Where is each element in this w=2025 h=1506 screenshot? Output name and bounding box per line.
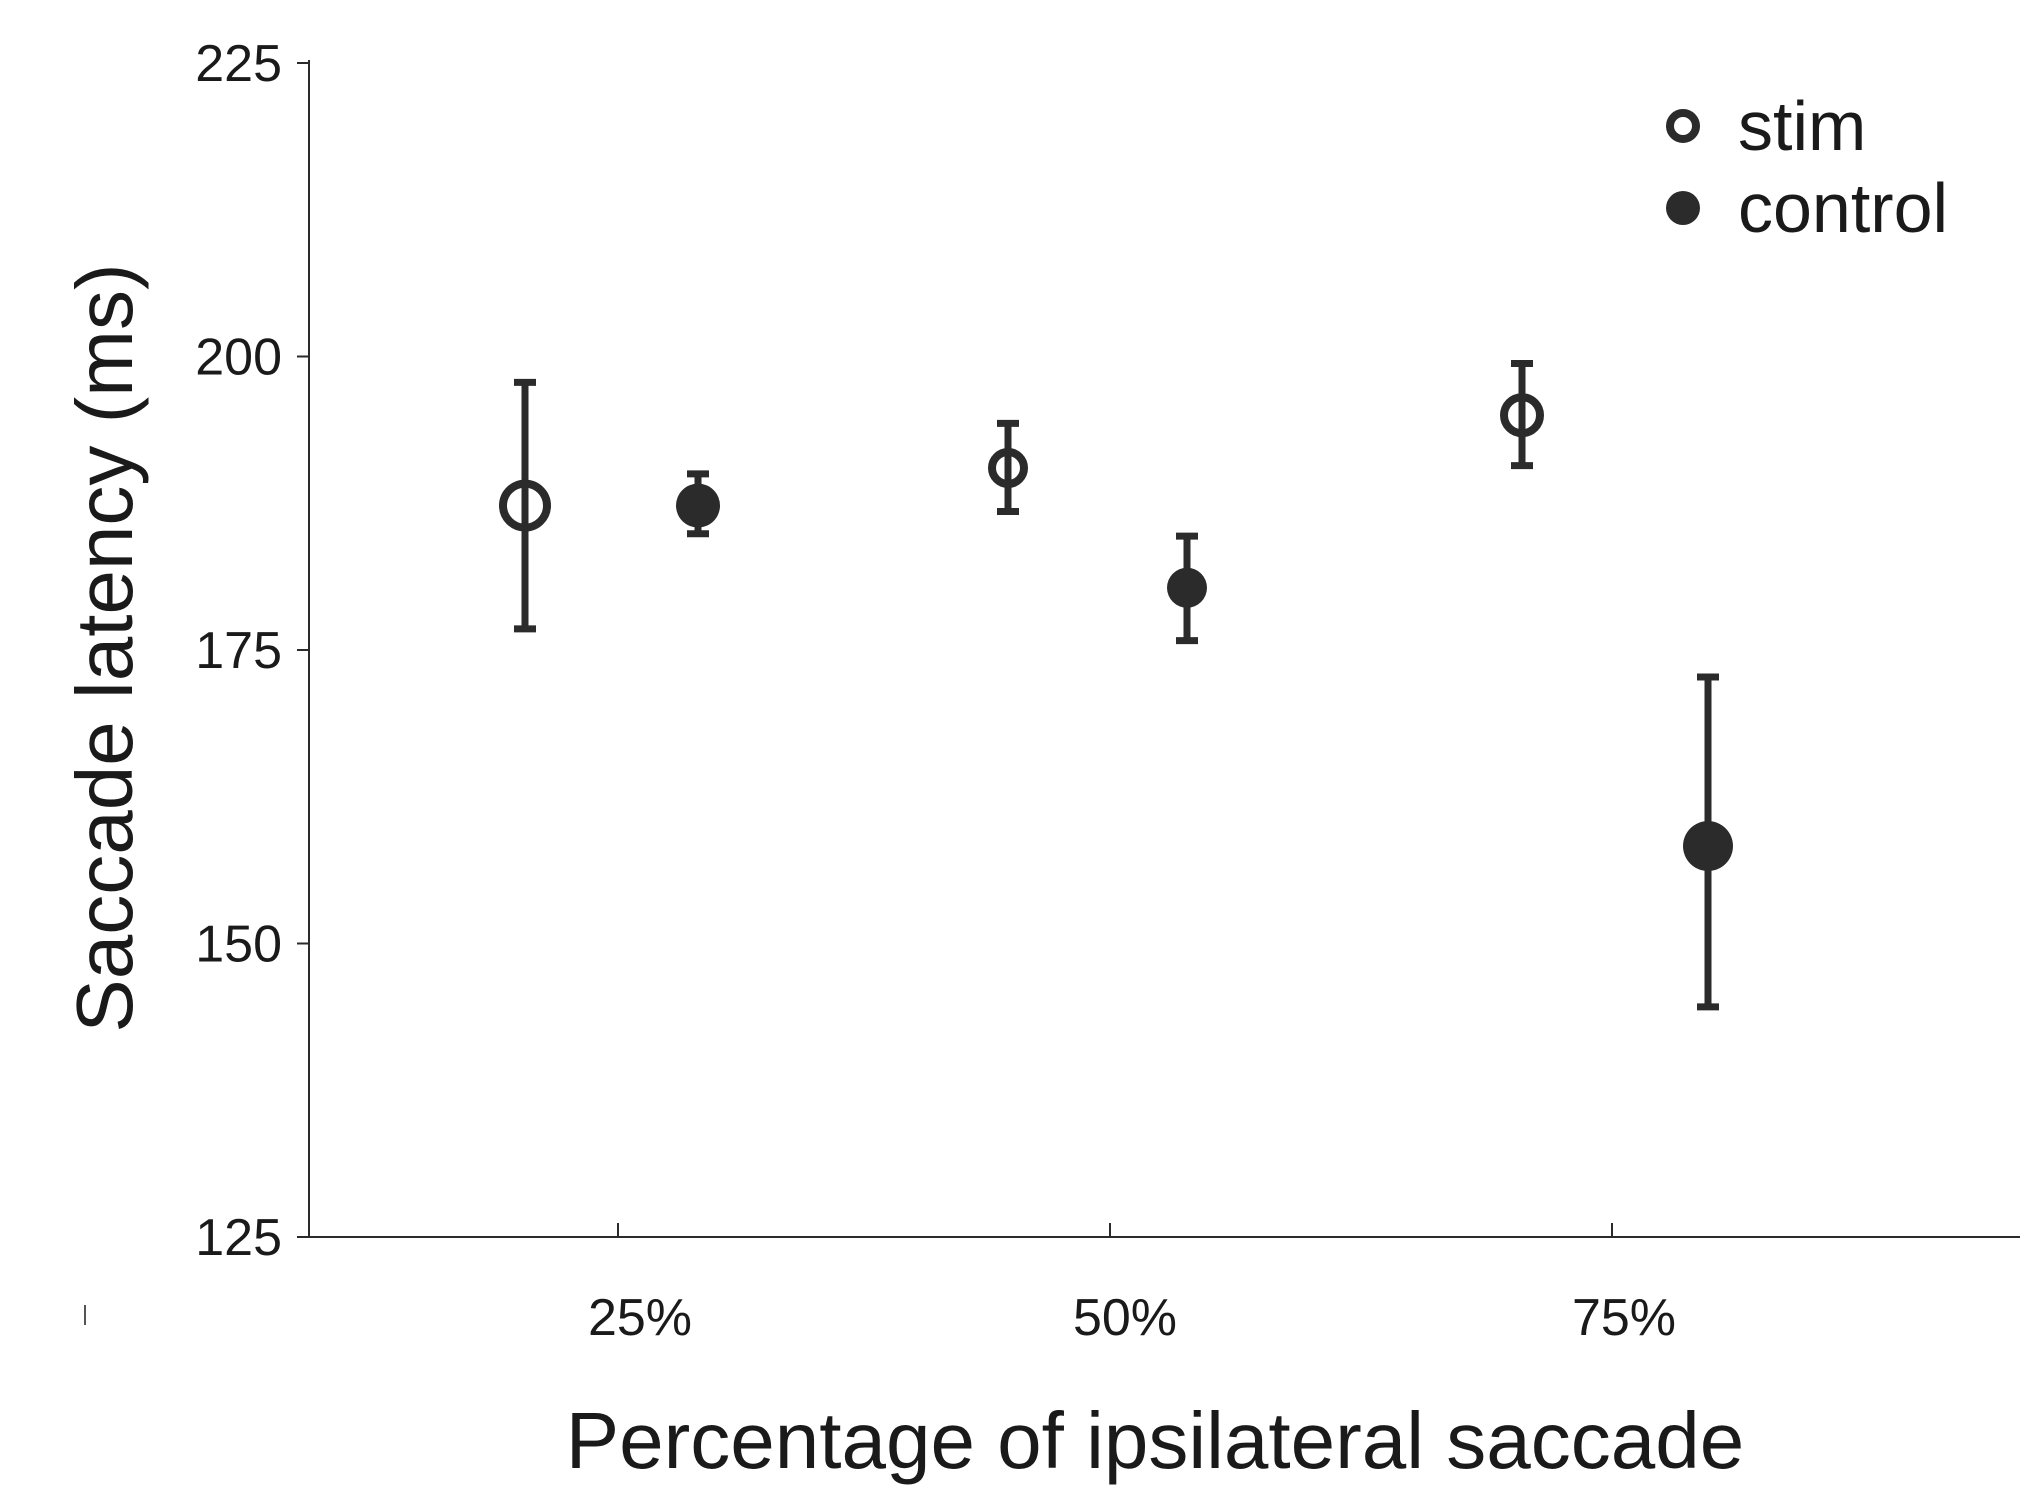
x-tick-label-75%: 75% [1572, 1289, 1676, 1347]
y-tick-label-200: 200 [195, 329, 282, 387]
x-tick-label-25%: 25% [588, 1289, 692, 1347]
plot-marks [499, 360, 1733, 1011]
point-control-50% [1167, 567, 1207, 608]
y-axis-title: Saccade latency (ms) [60, 263, 149, 1032]
legend-label-control: control [1738, 169, 1948, 247]
point-stim-75% [1500, 393, 1544, 438]
x-ticks: 25% 50% 75% [588, 1223, 1676, 1347]
y-tick-label-125: 125 [195, 1209, 282, 1267]
x-axis-title: Percentage of ipsilateral saccade [566, 1396, 1744, 1485]
point-stim-50% [988, 448, 1028, 489]
y-ticks: 125 150 175 200 225 [195, 35, 309, 1267]
point-control-75% [1683, 821, 1733, 872]
point-stim-25% [499, 479, 551, 532]
x-tick-label-50%: 50% [1073, 1289, 1177, 1347]
y-tick-label-175: 175 [195, 622, 282, 680]
y-tick-label-150: 150 [195, 916, 282, 974]
legend-marker-control [1666, 191, 1700, 225]
y-tick-label-225: 225 [195, 35, 282, 93]
legend-marker-stim [1666, 109, 1700, 143]
legend: stim control [1666, 87, 1948, 247]
x-axis: 25% 50% 75% [309, 1223, 2020, 1347]
point-control-25% [676, 483, 720, 528]
y-axis: 125 150 175 200 225 [195, 35, 310, 1267]
legend-label-stim: stim [1738, 87, 1866, 165]
